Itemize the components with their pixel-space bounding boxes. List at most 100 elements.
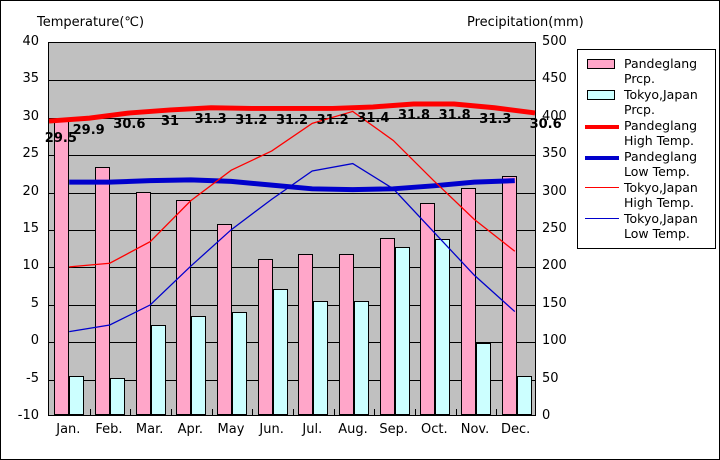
x-tickmark: [374, 409, 376, 415]
left-axis-tick-label: -10: [17, 408, 39, 423]
x-tickmark: [211, 409, 213, 415]
legend-label: Pandeglang High Temp.: [624, 118, 698, 148]
bar-pandeglang-prcp: [420, 203, 436, 415]
legend-symbol-icon: [585, 149, 619, 165]
legend-line-swatch: [585, 187, 619, 188]
x-axis-tick-label: Sep.: [379, 422, 408, 437]
x-axis-tick-label: Jul.: [302, 422, 323, 437]
legend-item: Tokyo,Japan High Temp.: [585, 180, 710, 210]
data-label: 31.4: [357, 111, 390, 127]
left-axis-tick-label: 0: [30, 333, 39, 349]
gridline: [49, 304, 535, 306]
data-label: 31.8: [438, 108, 471, 124]
legend-symbol-icon: [585, 118, 619, 134]
data-label: 31.8: [397, 108, 431, 124]
line-tokyo-japan-low-temp: [69, 162, 516, 333]
data-label: 31.2: [235, 112, 268, 128]
legend-color-swatch: [587, 90, 615, 100]
left-axis-tick-label: 40: [22, 34, 39, 49]
right-axis-tick-label: 300: [542, 183, 567, 199]
legend-item: Pandeglang Low Temp.: [585, 149, 710, 179]
legend-label: Tokyo,Japan Low Temp.: [624, 211, 698, 241]
bar-pandeglang-prcp: [217, 224, 232, 415]
x-axis-tick-label: Jun.: [259, 422, 284, 437]
gridline: [49, 117, 535, 119]
line-group: [48, 101, 536, 333]
legend-symbol-icon: [585, 211, 619, 227]
x-axis-tick-label: Feb.: [95, 422, 123, 437]
x-tickmark: [252, 409, 254, 415]
legend-line-swatch: [585, 156, 619, 160]
left-axis-tick-label: 35: [22, 71, 39, 87]
right-axis-tick-label: 400: [542, 108, 567, 124]
bar-pandeglang-prcp: [379, 237, 395, 415]
data-label: 31.3: [194, 112, 227, 128]
legend-label: Tokyo,Japan High Temp.: [624, 180, 698, 210]
gridline: [49, 192, 535, 194]
left-axis-tick-label: 5: [30, 295, 39, 311]
x-tickmark: [293, 409, 294, 415]
gridline: [49, 230, 535, 231]
left-axis-tick-label: 15: [22, 221, 39, 236]
right-axis-tick-label: 500: [542, 34, 567, 49]
bar-tokyo-prcp: [191, 315, 207, 415]
legend-color-swatch: [587, 59, 615, 69]
legend-label: Tokyo,Japan Prcp.: [624, 87, 698, 117]
bar-tokyo-prcp: [150, 325, 166, 415]
bar-tokyo-prcp: [110, 377, 125, 415]
gridline: [49, 267, 535, 269]
legend-symbol-icon: [585, 56, 619, 72]
x-tickmark: [415, 409, 416, 415]
left-axis-tick-label: 30: [22, 108, 39, 124]
bar-tokyo-prcp: [476, 343, 491, 415]
bar-tokyo-prcp: [354, 301, 369, 415]
gridline: [49, 155, 535, 157]
bar-pandeglang-prcp: [461, 188, 476, 415]
x-tickmark: [333, 409, 335, 415]
line-pandeglang-high-temp: [48, 101, 536, 124]
data-label: 31.3: [479, 112, 512, 128]
x-tickmark: [171, 409, 172, 415]
left-axis-tick-label: 10: [22, 258, 39, 274]
legend-line-swatch: [585, 125, 619, 129]
line-pandeglang-low-temp: [69, 177, 515, 193]
left-axis-title: Temperature(℃): [37, 15, 145, 30]
legend-item: Pandeglang Prcp.: [585, 56, 710, 86]
x-axis-tick-label: Jan.: [56, 422, 81, 437]
data-label: 31.2: [316, 112, 349, 128]
data-label: 30.6: [529, 117, 562, 133]
x-tickmark: [455, 409, 457, 415]
x-tickmark: [89, 409, 91, 415]
data-label: 31.2: [275, 112, 309, 128]
right-axis-tick-label: 450: [542, 71, 567, 87]
gridline: [49, 342, 535, 344]
legend-symbol-icon: [585, 87, 619, 103]
data-label: 29.9: [72, 122, 105, 138]
gridline: [49, 80, 535, 82]
bar-tokyo-prcp: [232, 311, 247, 415]
legend-line-swatch: [585, 218, 619, 219]
bar-tokyo-prcp: [272, 289, 288, 415]
bar-pandeglang-prcp: [501, 176, 517, 415]
bar-tokyo-prcp: [394, 247, 410, 415]
right-axis-tick-label: 100: [542, 333, 567, 349]
right-axis-tick-label: 50: [542, 370, 559, 386]
x-axis-tick-label: Apr.: [177, 422, 204, 437]
bar-pandeglang-prcp: [176, 199, 192, 415]
data-label: 30.6: [113, 117, 146, 133]
left-axis-tick-label: -5: [26, 370, 39, 386]
data-label: 29.5: [44, 130, 77, 146]
x-axis-tick-label: Mar.: [135, 422, 164, 437]
bar-tokyo-prcp: [435, 239, 451, 415]
left-axis-tick-label: 20: [22, 183, 39, 199]
legend-label: Pandeglang Low Temp.: [624, 149, 698, 179]
right-axis-tick-label: 350: [542, 146, 567, 162]
bar-tokyo-prcp: [313, 300, 329, 415]
bar-pandeglang-prcp: [95, 166, 110, 415]
bar-tokyo-prcp: [516, 376, 532, 415]
bar-pandeglang-prcp: [339, 254, 354, 415]
plot-area: [48, 42, 536, 416]
right-axis-title: Precipitation(mm): [467, 15, 584, 30]
x-axis-tick-label: Dec.: [501, 422, 531, 437]
